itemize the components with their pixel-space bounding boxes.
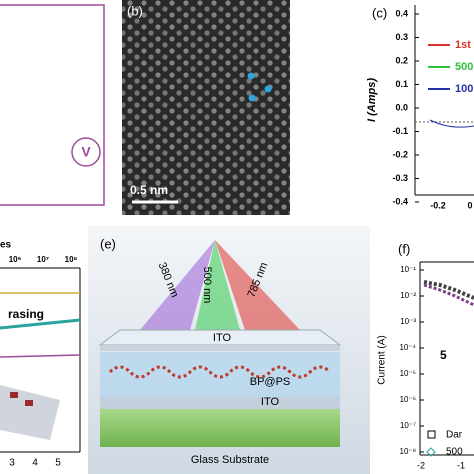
legend-entry: 500 xyxy=(455,61,473,73)
legend-entry: 100 xyxy=(455,83,473,95)
y-tick-label: 10⁻⁸ xyxy=(400,447,417,456)
scale-label: 0.5 nm xyxy=(130,183,168,197)
x-tick-label: 5 xyxy=(55,458,61,469)
panel-b: (b) 0.5 nm xyxy=(122,0,290,215)
legend-entry: 1st xyxy=(455,39,471,51)
x-tick-label: -0.2 xyxy=(430,200,446,210)
y-tick-label: 10⁻³ xyxy=(400,317,416,326)
panel-d: es rasing 10⁶ 10⁷ 10⁸ 3 4 5 xyxy=(0,240,81,469)
legend-entry: Dar xyxy=(446,430,463,441)
top-tick-label: 10⁶ xyxy=(9,255,22,264)
panel-e: (e) 380 nm 500 nm 785 nm ITO BP@PS ITO G… xyxy=(88,226,370,474)
y-tick-label: 0.2 xyxy=(395,55,408,65)
device-pad xyxy=(10,392,18,398)
ito-edge xyxy=(100,345,340,351)
x-tick-label: -1 xyxy=(457,460,465,470)
legend-marker xyxy=(427,430,436,439)
y-axis-label: Current (A) xyxy=(377,335,388,384)
x-tick-label: 4 xyxy=(32,458,38,469)
layer-label: Glass Substrate xyxy=(191,454,269,466)
ito-bottom xyxy=(100,397,340,409)
x-tick-label: 3 xyxy=(9,458,15,469)
y-tick-label: 0.0 xyxy=(395,102,408,112)
beam xyxy=(140,240,215,330)
y-tick-label: 10⁻⁴ xyxy=(399,343,416,352)
panel-label: (b) xyxy=(127,3,143,18)
top-tick-label: 10⁷ xyxy=(37,255,49,264)
y-tick-label: 10⁻¹ xyxy=(400,265,416,274)
y-tick-label: -0.1 xyxy=(392,126,408,136)
layer-label: BP@PS xyxy=(250,376,291,388)
panel-c: (c) I (Amps) 0.4 0.3 0.2 0.1 0.0 -0.1 -0.2 -0.3… xyxy=(366,5,474,210)
top-tick-label: 10⁸ xyxy=(65,255,78,264)
annotation: rasing xyxy=(8,307,44,321)
panel-label: (e) xyxy=(100,236,116,251)
layer-label: ITO xyxy=(213,332,232,344)
atom-marker xyxy=(264,85,272,93)
legend-entry: 500 xyxy=(446,447,463,458)
device-pad xyxy=(25,400,33,406)
device-sketch xyxy=(0,385,60,440)
legend-text: es xyxy=(0,240,12,251)
y-tick-label: 0.1 xyxy=(395,79,408,89)
layer-label: ITO xyxy=(261,396,280,408)
x-tick-label: 0 xyxy=(467,200,472,210)
molecules xyxy=(108,365,332,379)
y-axis-label: I (Amps) xyxy=(366,78,378,122)
panel-label: (c) xyxy=(372,5,387,20)
annotation: 5 xyxy=(440,348,447,362)
y-tick-label: 10⁻⁶ xyxy=(400,395,416,404)
glass-substrate xyxy=(100,409,340,447)
legend-marker xyxy=(426,447,436,457)
y-tick-label: -0.3 xyxy=(392,173,408,183)
voltmeter xyxy=(71,137,101,167)
panel-f: (f) Current (A) 5 Dar 500 10⁻¹ 10⁻² 10⁻³ 10… xyxy=(377,241,474,470)
curve xyxy=(0,318,81,330)
panel-label: (f) xyxy=(398,241,410,256)
y-tick-label: -0.4 xyxy=(392,196,408,206)
y-tick-label: -0.2 xyxy=(392,149,408,159)
bp-ps-layer xyxy=(100,352,340,397)
curve xyxy=(423,280,474,300)
tem-image xyxy=(122,0,290,215)
beam xyxy=(195,240,240,330)
panel-a: V xyxy=(0,4,105,206)
y-tick-label: 10⁻⁵ xyxy=(400,369,416,378)
atom-marker xyxy=(248,94,256,102)
curve xyxy=(0,354,81,358)
y-tick-label: 10⁻⁷ xyxy=(400,421,416,430)
wavelength-label: 500 nm xyxy=(201,267,213,304)
x-tick-label: -2 xyxy=(417,460,425,470)
circuit xyxy=(0,4,105,206)
beam xyxy=(215,240,300,330)
y-tick-label: 0.4 xyxy=(395,8,408,18)
y-tick-label: 10⁻² xyxy=(400,291,416,300)
atom-marker xyxy=(247,72,255,80)
voltmeter-symbol: V xyxy=(81,144,91,160)
y-tick-label: 0.3 xyxy=(395,32,408,42)
curve xyxy=(429,119,474,128)
